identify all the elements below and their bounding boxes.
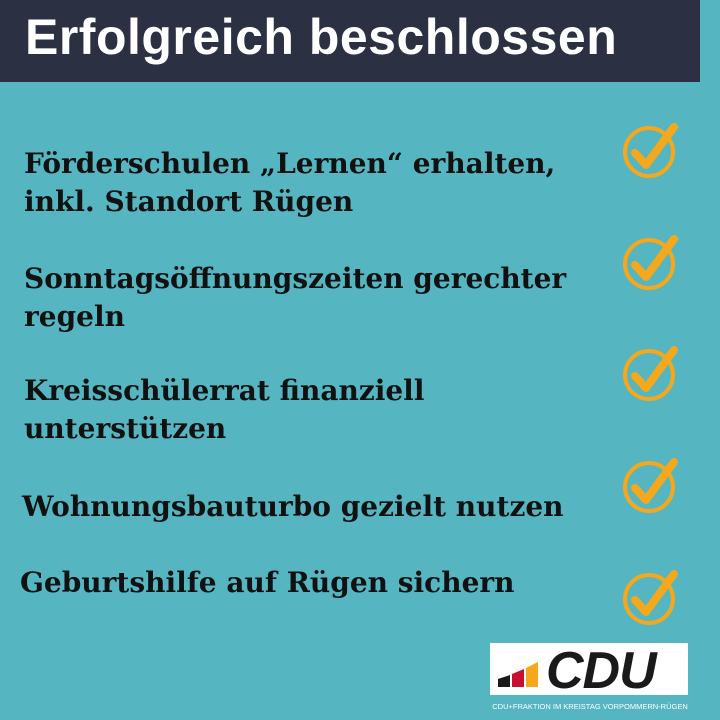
logo-bars-icon <box>498 662 538 687</box>
page-title: Erfolgreich beschlossen <box>25 9 618 65</box>
list-item: Sonntagsöffnungszeiten gerechter regeln <box>24 262 567 333</box>
list-item: Geburtshilfe auf Rügen sichern <box>20 566 515 599</box>
check-circle-icon <box>623 123 678 178</box>
check-circle-icon <box>623 458 678 513</box>
check-circle-icon <box>623 570 678 625</box>
logo-caption: CDU+FRAKTION IM KREISTAG VORPOMMERN-RÜGE… <box>492 702 688 711</box>
check-circle-icon <box>623 235 678 290</box>
cdu-logo: CDU <box>490 642 688 700</box>
logo-text: CDU <box>546 642 657 700</box>
list-item: Kreisschülerrat finanziell unterstützen <box>24 374 425 445</box>
list-item: Wohnungsbauturbo gezielt nutzen <box>22 490 564 523</box>
list-item: Förderschulen „Lernen“ erhalten, inkl. S… <box>24 147 556 218</box>
header-banner: Erfolgreich beschlossen <box>0 0 700 82</box>
check-circle-icon <box>623 346 678 401</box>
